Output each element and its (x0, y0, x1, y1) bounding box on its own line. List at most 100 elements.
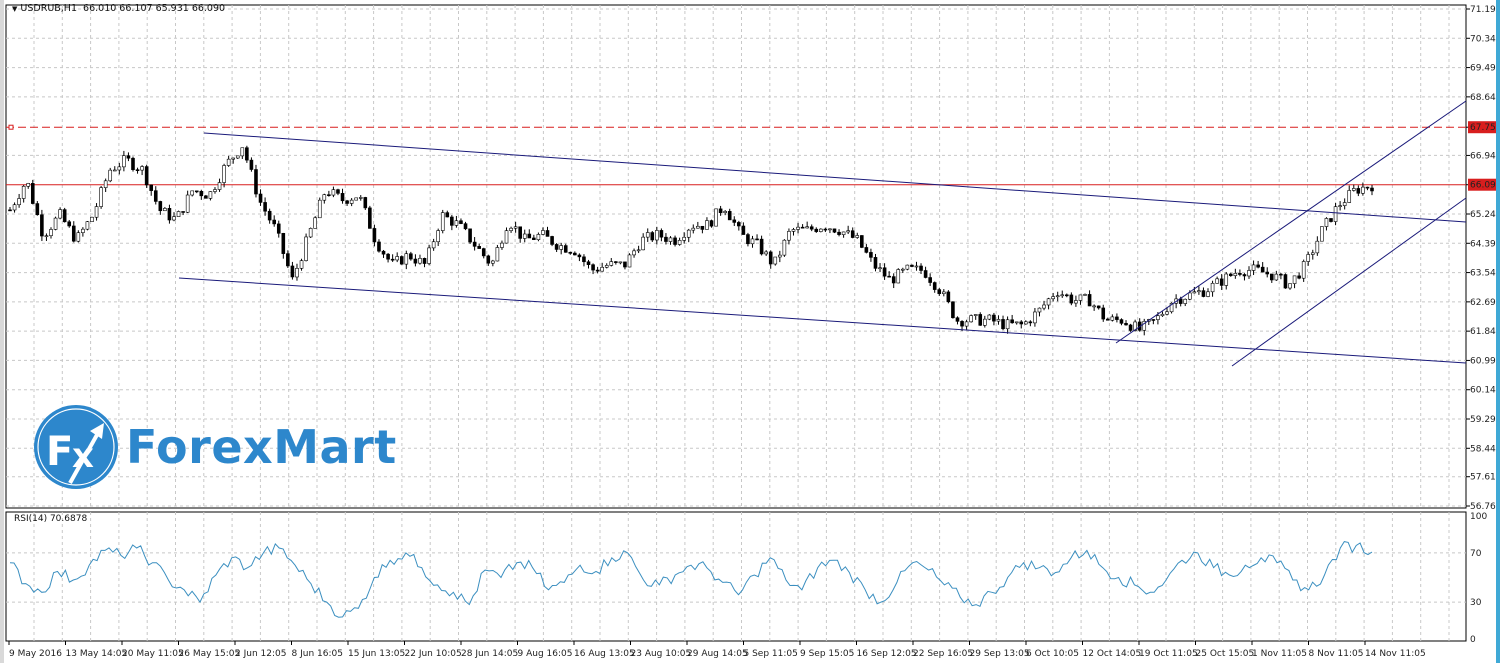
candle (955, 316, 960, 325)
candle-body (422, 258, 427, 264)
candle (946, 290, 951, 304)
candle (1283, 273, 1288, 289)
candle-body (714, 208, 718, 227)
candle-body (217, 182, 222, 190)
time-tick-label: 1 Nov 11:05 (1252, 649, 1307, 659)
candle (841, 231, 846, 238)
candle-body (1356, 188, 1361, 194)
candle (914, 261, 919, 271)
candle (108, 167, 113, 183)
candle (500, 240, 504, 250)
time-tick-label: 25 Oct 15:05 (1196, 649, 1255, 659)
candle-body (1247, 270, 1251, 277)
candle-body (746, 234, 750, 245)
candle-body (828, 228, 832, 231)
time-tick-label: 12 Oct 14:05 (1083, 649, 1142, 659)
candle (878, 263, 882, 273)
candle-body (272, 219, 277, 225)
candle (427, 244, 431, 266)
candle (969, 314, 973, 323)
candle (1247, 266, 1251, 279)
candle-body (855, 235, 860, 238)
candle (1060, 290, 1065, 298)
time-tick-label: 2 Jun 12:05 (235, 649, 286, 659)
candle-body (254, 169, 258, 195)
candle-body (1370, 187, 1374, 192)
candle (582, 254, 586, 267)
candle-body (759, 238, 764, 255)
candle-body (40, 214, 44, 237)
candle (746, 232, 750, 247)
candle (140, 165, 144, 176)
candle-body (58, 209, 62, 219)
candle (891, 273, 896, 289)
candle (299, 258, 304, 271)
candle-body (709, 220, 714, 227)
chart-canvas[interactable]: 71.190 70.340 69.490 68.640 67.759 66.940 66.0… (4, 0, 1500, 663)
candle-body (409, 253, 413, 260)
candle-body (222, 165, 226, 183)
candle (755, 234, 759, 241)
candle (618, 261, 623, 265)
candle (800, 224, 805, 229)
candle (673, 235, 677, 247)
candle-body (914, 265, 919, 268)
candle-body (454, 220, 459, 226)
candle-body (1288, 283, 1292, 289)
candle-body (636, 249, 641, 252)
candle-body (673, 237, 677, 245)
candle-body (390, 258, 395, 261)
candle-body (928, 277, 932, 283)
time-tick-label: 19 Oct 11:05 (1139, 649, 1198, 659)
candle (604, 263, 609, 269)
price-tick-label: 62.690 (1470, 298, 1500, 308)
candle-body (860, 235, 864, 248)
candle (1160, 311, 1165, 317)
candle-body (532, 237, 536, 240)
candle-body (71, 225, 76, 242)
candle (614, 261, 618, 265)
candle-body (395, 256, 399, 261)
rsi-title: RSI(14) 70.6878 (14, 514, 88, 524)
candle (1279, 272, 1283, 280)
candle (996, 315, 1001, 325)
candle (99, 185, 103, 209)
candle (1224, 272, 1229, 290)
collapse-arrow-icon[interactable]: ▼ (12, 5, 18, 13)
candle-body (108, 169, 113, 182)
candle-body (800, 226, 805, 229)
candle (176, 210, 181, 217)
candle (1233, 268, 1238, 279)
candle-body (1042, 304, 1046, 309)
candle-body (1096, 305, 1101, 309)
candle-body (932, 282, 937, 290)
candle (664, 233, 668, 245)
candle (764, 250, 768, 256)
candle (390, 254, 395, 262)
time-tick-label: 13 May 14:05 (66, 649, 128, 659)
candle (172, 212, 176, 222)
candle (1370, 185, 1374, 196)
candle (304, 233, 308, 262)
candle-body (418, 258, 422, 264)
candle (363, 196, 368, 210)
candle (272, 215, 277, 227)
candle-body (1228, 273, 1233, 276)
candle (1197, 286, 1201, 295)
candle-body (486, 255, 491, 264)
candle (1101, 304, 1106, 322)
candle-body (172, 216, 176, 221)
candle-body (190, 190, 195, 196)
candle (181, 211, 185, 216)
price-tick-label: 58.440 (1470, 444, 1500, 454)
candle (910, 264, 914, 268)
candle-body (1092, 305, 1096, 308)
candle (846, 225, 850, 235)
candle-body (969, 315, 973, 323)
price-tick-label: 60.990 (1470, 356, 1500, 366)
candle-body (35, 203, 40, 216)
candle-body (1365, 186, 1370, 189)
candle-body (153, 190, 158, 202)
time-tick-label: 20 May 11:05 (122, 649, 184, 659)
candle-body (1347, 190, 1352, 203)
